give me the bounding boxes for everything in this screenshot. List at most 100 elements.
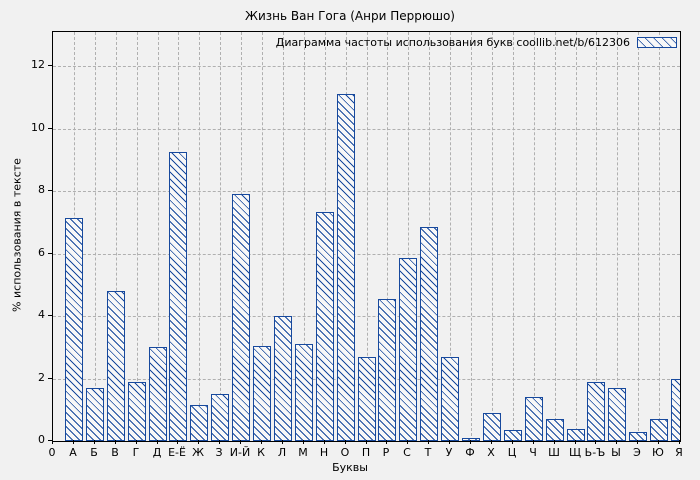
gridline-vertical — [450, 32, 451, 441]
gridline-vertical — [513, 32, 514, 441]
gridline-vertical — [199, 32, 200, 441]
x-tick-label: И-Й — [229, 446, 251, 459]
gridline-horizontal — [53, 129, 680, 130]
gridline-vertical — [555, 32, 556, 441]
x-tick-label: Р — [382, 446, 390, 459]
x-axis-title: Буквы — [332, 461, 368, 474]
x-tick-label: Б — [90, 446, 98, 459]
gridline-vertical — [659, 32, 660, 441]
bar-Ж — [190, 405, 208, 441]
x-tick-label: Х — [487, 446, 495, 459]
gridline-vertical — [367, 32, 368, 441]
y-tick-label: 12 — [31, 58, 45, 71]
gridline-vertical — [137, 32, 138, 441]
bar-Г — [128, 382, 146, 441]
gridline-vertical — [638, 32, 639, 441]
y-tick-label: 0 — [38, 433, 45, 446]
bar-Ш — [546, 419, 564, 441]
x-tick-label: Н — [319, 446, 329, 459]
gridline-vertical — [304, 32, 305, 441]
bar-Л — [274, 316, 292, 441]
x-tick-label: О — [340, 446, 350, 459]
x-tick-label: Ф — [465, 446, 475, 459]
bar-Э — [629, 432, 647, 441]
gridline-horizontal — [53, 191, 680, 192]
gridline-vertical — [95, 32, 96, 441]
bar-О — [337, 94, 355, 441]
bar-Ц — [504, 430, 522, 441]
y-tick-label: 2 — [38, 371, 45, 384]
bar-Ь-Ъ — [587, 382, 605, 441]
x-tick-label: Г — [132, 446, 140, 459]
bar-Х — [483, 413, 501, 441]
bar-Р — [378, 299, 396, 441]
bar-Т — [420, 227, 438, 441]
x-tick-label: У — [445, 446, 453, 459]
gridline-vertical — [617, 32, 618, 441]
gridline-vertical — [680, 32, 681, 441]
x-tick-label: Т — [424, 446, 432, 459]
bar-Е-Ё — [169, 152, 187, 441]
legend: Диаграмма частоты использования букв coo… — [276, 36, 677, 49]
bar-Ф — [462, 438, 480, 441]
x-tick-label: Е-Ё — [168, 446, 186, 459]
x-tick-label: К — [257, 446, 265, 459]
gridline-vertical — [387, 32, 388, 441]
gridline-vertical — [283, 32, 284, 441]
x-tick-label: Ь-Ъ — [584, 446, 606, 459]
gridline-horizontal — [53, 316, 680, 317]
gridline-vertical — [534, 32, 535, 441]
y-axis-title: % использования в тексте — [10, 158, 24, 312]
bar-Ы — [608, 388, 626, 441]
bar-К — [253, 346, 271, 441]
legend-swatch-hatch-icon — [637, 37, 677, 48]
gridline-vertical — [158, 32, 159, 441]
chart-title: Жизнь Ван Гога (Анри Перрюшо) — [245, 9, 455, 23]
bar-С — [399, 258, 417, 441]
gridline-vertical — [471, 32, 472, 441]
x-tick-label: З — [215, 446, 223, 459]
bar-М — [295, 344, 313, 441]
x-tick-label: Ц — [507, 446, 517, 459]
y-tick-label: 10 — [31, 121, 45, 134]
bar-А — [65, 218, 83, 441]
plot-area: Диаграмма частоты использования букв coo… — [52, 31, 681, 442]
bar-Д — [149, 347, 167, 441]
legend-label: Диаграмма частоты использования букв coo… — [275, 36, 630, 49]
gridline-horizontal — [53, 254, 680, 255]
gridline-vertical — [116, 32, 117, 441]
x-tick-label: Д — [152, 446, 162, 459]
x-tick-label: 0 — [48, 446, 56, 459]
bar-Б — [86, 388, 104, 441]
x-tick-label: В — [111, 446, 119, 459]
gridline-vertical — [596, 32, 597, 441]
x-tick-label: Я — [675, 446, 683, 459]
bar-Я — [671, 379, 680, 441]
gridline-vertical — [220, 32, 221, 441]
gridline-vertical — [408, 32, 409, 441]
bar-Щ — [567, 429, 585, 441]
x-tick-label: Ж — [192, 446, 204, 459]
x-tick-label: М — [298, 446, 308, 459]
bar-В — [107, 291, 125, 441]
gridline-vertical — [576, 32, 577, 441]
x-tick-label: А — [69, 446, 77, 459]
x-tick-label: С — [403, 446, 411, 459]
bar-Ч — [525, 397, 543, 441]
x-tick-label: Ы — [611, 446, 621, 459]
x-tick-label: П — [361, 446, 371, 459]
bar-У — [441, 357, 459, 441]
bar-П — [358, 357, 376, 441]
x-tick-label: Щ — [568, 446, 582, 459]
bar-Н — [316, 212, 334, 441]
gridline-vertical — [262, 32, 263, 441]
bar-З — [211, 394, 229, 441]
x-tick-label: Э — [633, 446, 641, 459]
bar-И-Й — [232, 194, 250, 441]
x-tick-label: Л — [277, 446, 287, 459]
x-tick-label: Ч — [529, 446, 537, 459]
gridline-vertical — [492, 32, 493, 441]
x-tick-label: Ш — [548, 446, 560, 459]
bar-Ю — [650, 419, 668, 441]
